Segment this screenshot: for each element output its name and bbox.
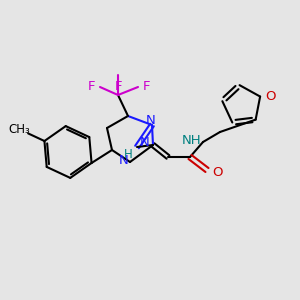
Text: F: F xyxy=(88,80,95,94)
Text: F: F xyxy=(143,80,151,94)
Text: O: O xyxy=(265,90,276,103)
Text: O: O xyxy=(212,167,223,179)
Text: NH: NH xyxy=(182,134,201,146)
Text: CH₃: CH₃ xyxy=(8,123,30,136)
Text: N: N xyxy=(140,136,150,148)
Text: F: F xyxy=(114,80,122,93)
Text: H: H xyxy=(124,148,132,160)
Text: N: N xyxy=(118,154,128,167)
Text: N: N xyxy=(146,113,156,127)
